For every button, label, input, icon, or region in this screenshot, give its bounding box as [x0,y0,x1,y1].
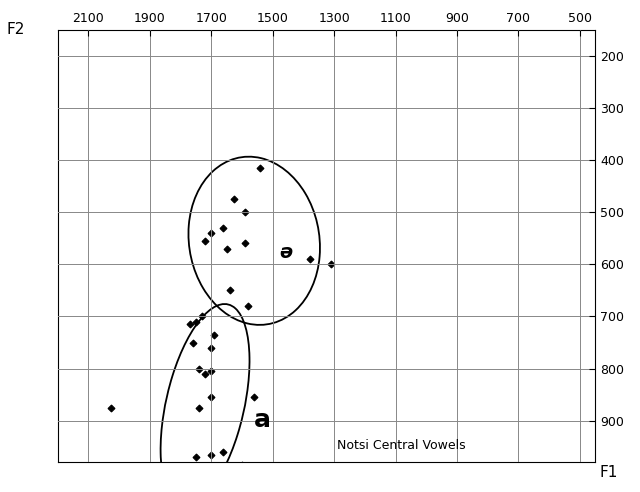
Text: a: a [253,408,270,431]
Text: F1: F1 [599,465,618,480]
Text: ə: ə [280,243,293,262]
Text: Notsi Central Vowels: Notsi Central Vowels [337,439,466,452]
Text: F2: F2 [6,22,25,37]
